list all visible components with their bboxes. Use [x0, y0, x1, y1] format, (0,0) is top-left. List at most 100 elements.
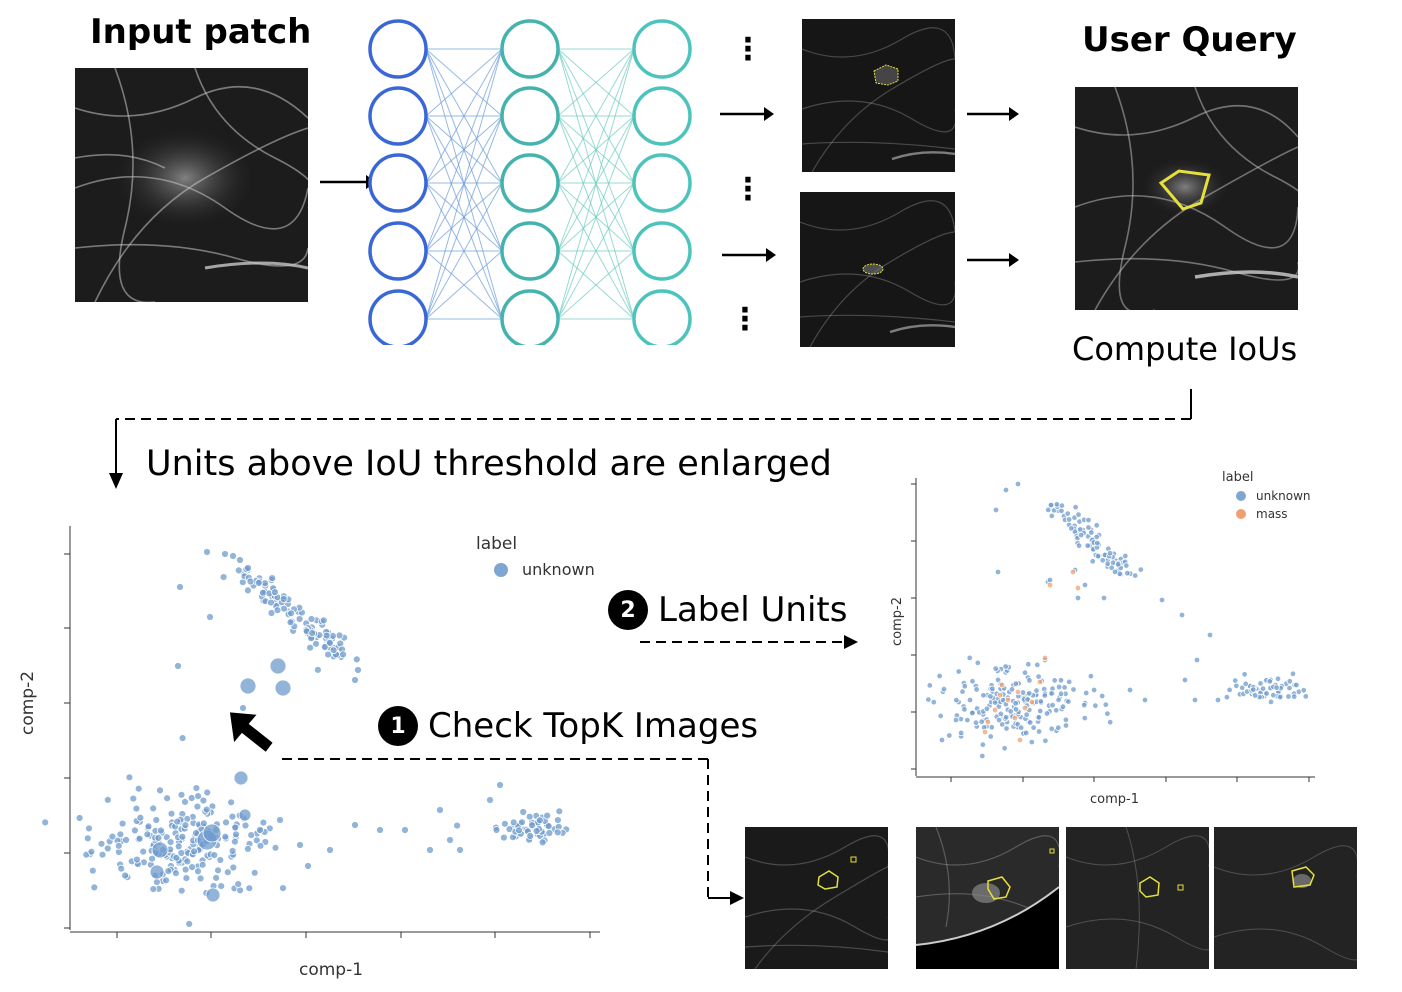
scatter-point[interactable] [1085, 524, 1092, 531]
scatter-point[interactable] [376, 826, 384, 834]
scatter-point[interactable] [279, 884, 287, 893]
scatter-point[interactable] [1007, 708, 1014, 715]
scatter-point[interactable] [117, 864, 126, 873]
scatter-point[interactable] [554, 816, 562, 825]
scatter-point[interactable] [1259, 685, 1267, 692]
scatter-point[interactable] [992, 665, 999, 672]
scatter-point[interactable] [151, 841, 169, 859]
scatter-point[interactable] [181, 797, 189, 806]
scatter-point[interactable] [1048, 725, 1055, 732]
scatter-point[interactable] [320, 643, 329, 651]
scatter-point[interactable] [446, 836, 454, 844]
scatter-point[interactable] [325, 638, 334, 647]
scatter-point[interactable] [163, 794, 172, 803]
scatter-point[interactable] [1059, 703, 1067, 710]
topk-image[interactable] [916, 827, 1059, 969]
scatter-point[interactable] [85, 824, 93, 833]
scatter-point[interactable] [1239, 684, 1246, 691]
scatter-point[interactable] [1206, 631, 1214, 639]
scatter-point[interactable] [250, 868, 259, 877]
scatter-point[interactable] [1104, 560, 1111, 567]
network-unit[interactable] [500, 86, 560, 146]
scatter-point[interactable] [456, 846, 464, 854]
scatter-point[interactable] [1085, 516, 1092, 524]
scatter-point[interactable] [1048, 690, 1055, 697]
scatter-point[interactable] [1106, 549, 1114, 557]
scatter-point[interactable] [981, 728, 989, 736]
scatter-point[interactable] [1065, 678, 1073, 686]
scatter-point[interactable] [1070, 686, 1077, 693]
scatter-point[interactable] [1028, 698, 1036, 706]
scatter-point[interactable] [973, 686, 980, 693]
scatter-point[interactable] [219, 573, 228, 581]
scatter-point[interactable] [987, 733, 994, 740]
scatter-point[interactable] [1055, 724, 1062, 731]
scatter-point[interactable] [1098, 692, 1106, 700]
scatter-point[interactable] [194, 792, 203, 801]
scatter-point[interactable] [509, 818, 518, 827]
scatter-point[interactable] [1022, 729, 1030, 737]
scatter-point[interactable] [938, 736, 946, 744]
scatter-point[interactable] [83, 834, 92, 843]
user-query-image[interactable] [1075, 87, 1298, 310]
scatter-point[interactable] [156, 786, 164, 795]
scatter-point[interactable] [229, 863, 238, 872]
scatter-point[interactable] [1093, 522, 1100, 529]
scatter-point[interactable] [543, 811, 552, 820]
scatter-point[interactable] [194, 867, 202, 876]
scatter-point[interactable] [1036, 707, 1044, 715]
scatter-point[interactable] [216, 856, 225, 864]
scatter-point[interactable] [228, 846, 237, 855]
scatter-point[interactable] [1055, 683, 1063, 691]
scatter-point[interactable] [535, 816, 544, 825]
scatter-point[interactable] [276, 816, 284, 824]
scatter-point[interactable] [1276, 693, 1284, 701]
scatter-point[interactable] [1057, 690, 1065, 697]
scatter-point[interactable] [991, 706, 999, 714]
network-unit[interactable] [500, 19, 560, 79]
scatter-point[interactable] [996, 691, 1004, 699]
scatter-point[interactable] [1242, 680, 1249, 687]
scatter-point[interactable] [131, 826, 139, 835]
scatter-point[interactable] [1286, 684, 1293, 692]
scatter-point[interactable] [1012, 680, 1020, 687]
scatter-point[interactable] [1043, 710, 1051, 717]
scatter-point[interactable] [500, 819, 509, 828]
scatter-point[interactable] [1123, 562, 1130, 569]
scatter-point[interactable] [1026, 677, 1033, 684]
scatter-point[interactable] [1048, 512, 1055, 520]
scatter-point[interactable] [1114, 561, 1122, 568]
scatter-point[interactable] [108, 832, 117, 841]
scatter-point[interactable] [178, 734, 187, 743]
scatter-point[interactable] [103, 795, 112, 804]
scatter-point[interactable] [273, 606, 282, 615]
scatter-point[interactable] [1017, 724, 1025, 731]
scatter-point[interactable] [992, 506, 1000, 514]
scatter-point[interactable] [979, 752, 986, 760]
scatter-point[interactable] [154, 833, 163, 842]
scatter-point[interactable] [1092, 702, 1099, 709]
scatter-point[interactable] [312, 639, 320, 648]
scatter-point[interactable] [269, 657, 287, 675]
scatter-point[interactable] [1061, 684, 1068, 691]
scatter-point[interactable] [181, 865, 190, 874]
network-unit[interactable] [632, 86, 692, 146]
scatter-point[interactable] [1291, 693, 1298, 700]
scatter-point[interactable] [1008, 686, 1016, 693]
scatter-point[interactable] [1062, 722, 1070, 729]
scatter-point[interactable] [1223, 693, 1231, 701]
scatter-point[interactable] [152, 816, 161, 824]
scatter-point[interactable] [162, 876, 171, 885]
scatter-point[interactable] [1273, 684, 1280, 691]
scatter-point[interactable] [937, 712, 944, 720]
scatter-point[interactable] [1025, 661, 1032, 668]
scatter-point[interactable] [198, 860, 207, 869]
scatter-point[interactable] [238, 808, 252, 822]
scatter-point[interactable] [223, 868, 232, 877]
scatter-point[interactable] [122, 835, 130, 844]
scatter-point[interactable] [1014, 480, 1022, 488]
scatter-point[interactable] [998, 681, 1006, 689]
scatter-point[interactable] [143, 830, 152, 839]
scatter-point[interactable] [978, 718, 985, 725]
scatter-point[interactable] [1214, 696, 1222, 704]
